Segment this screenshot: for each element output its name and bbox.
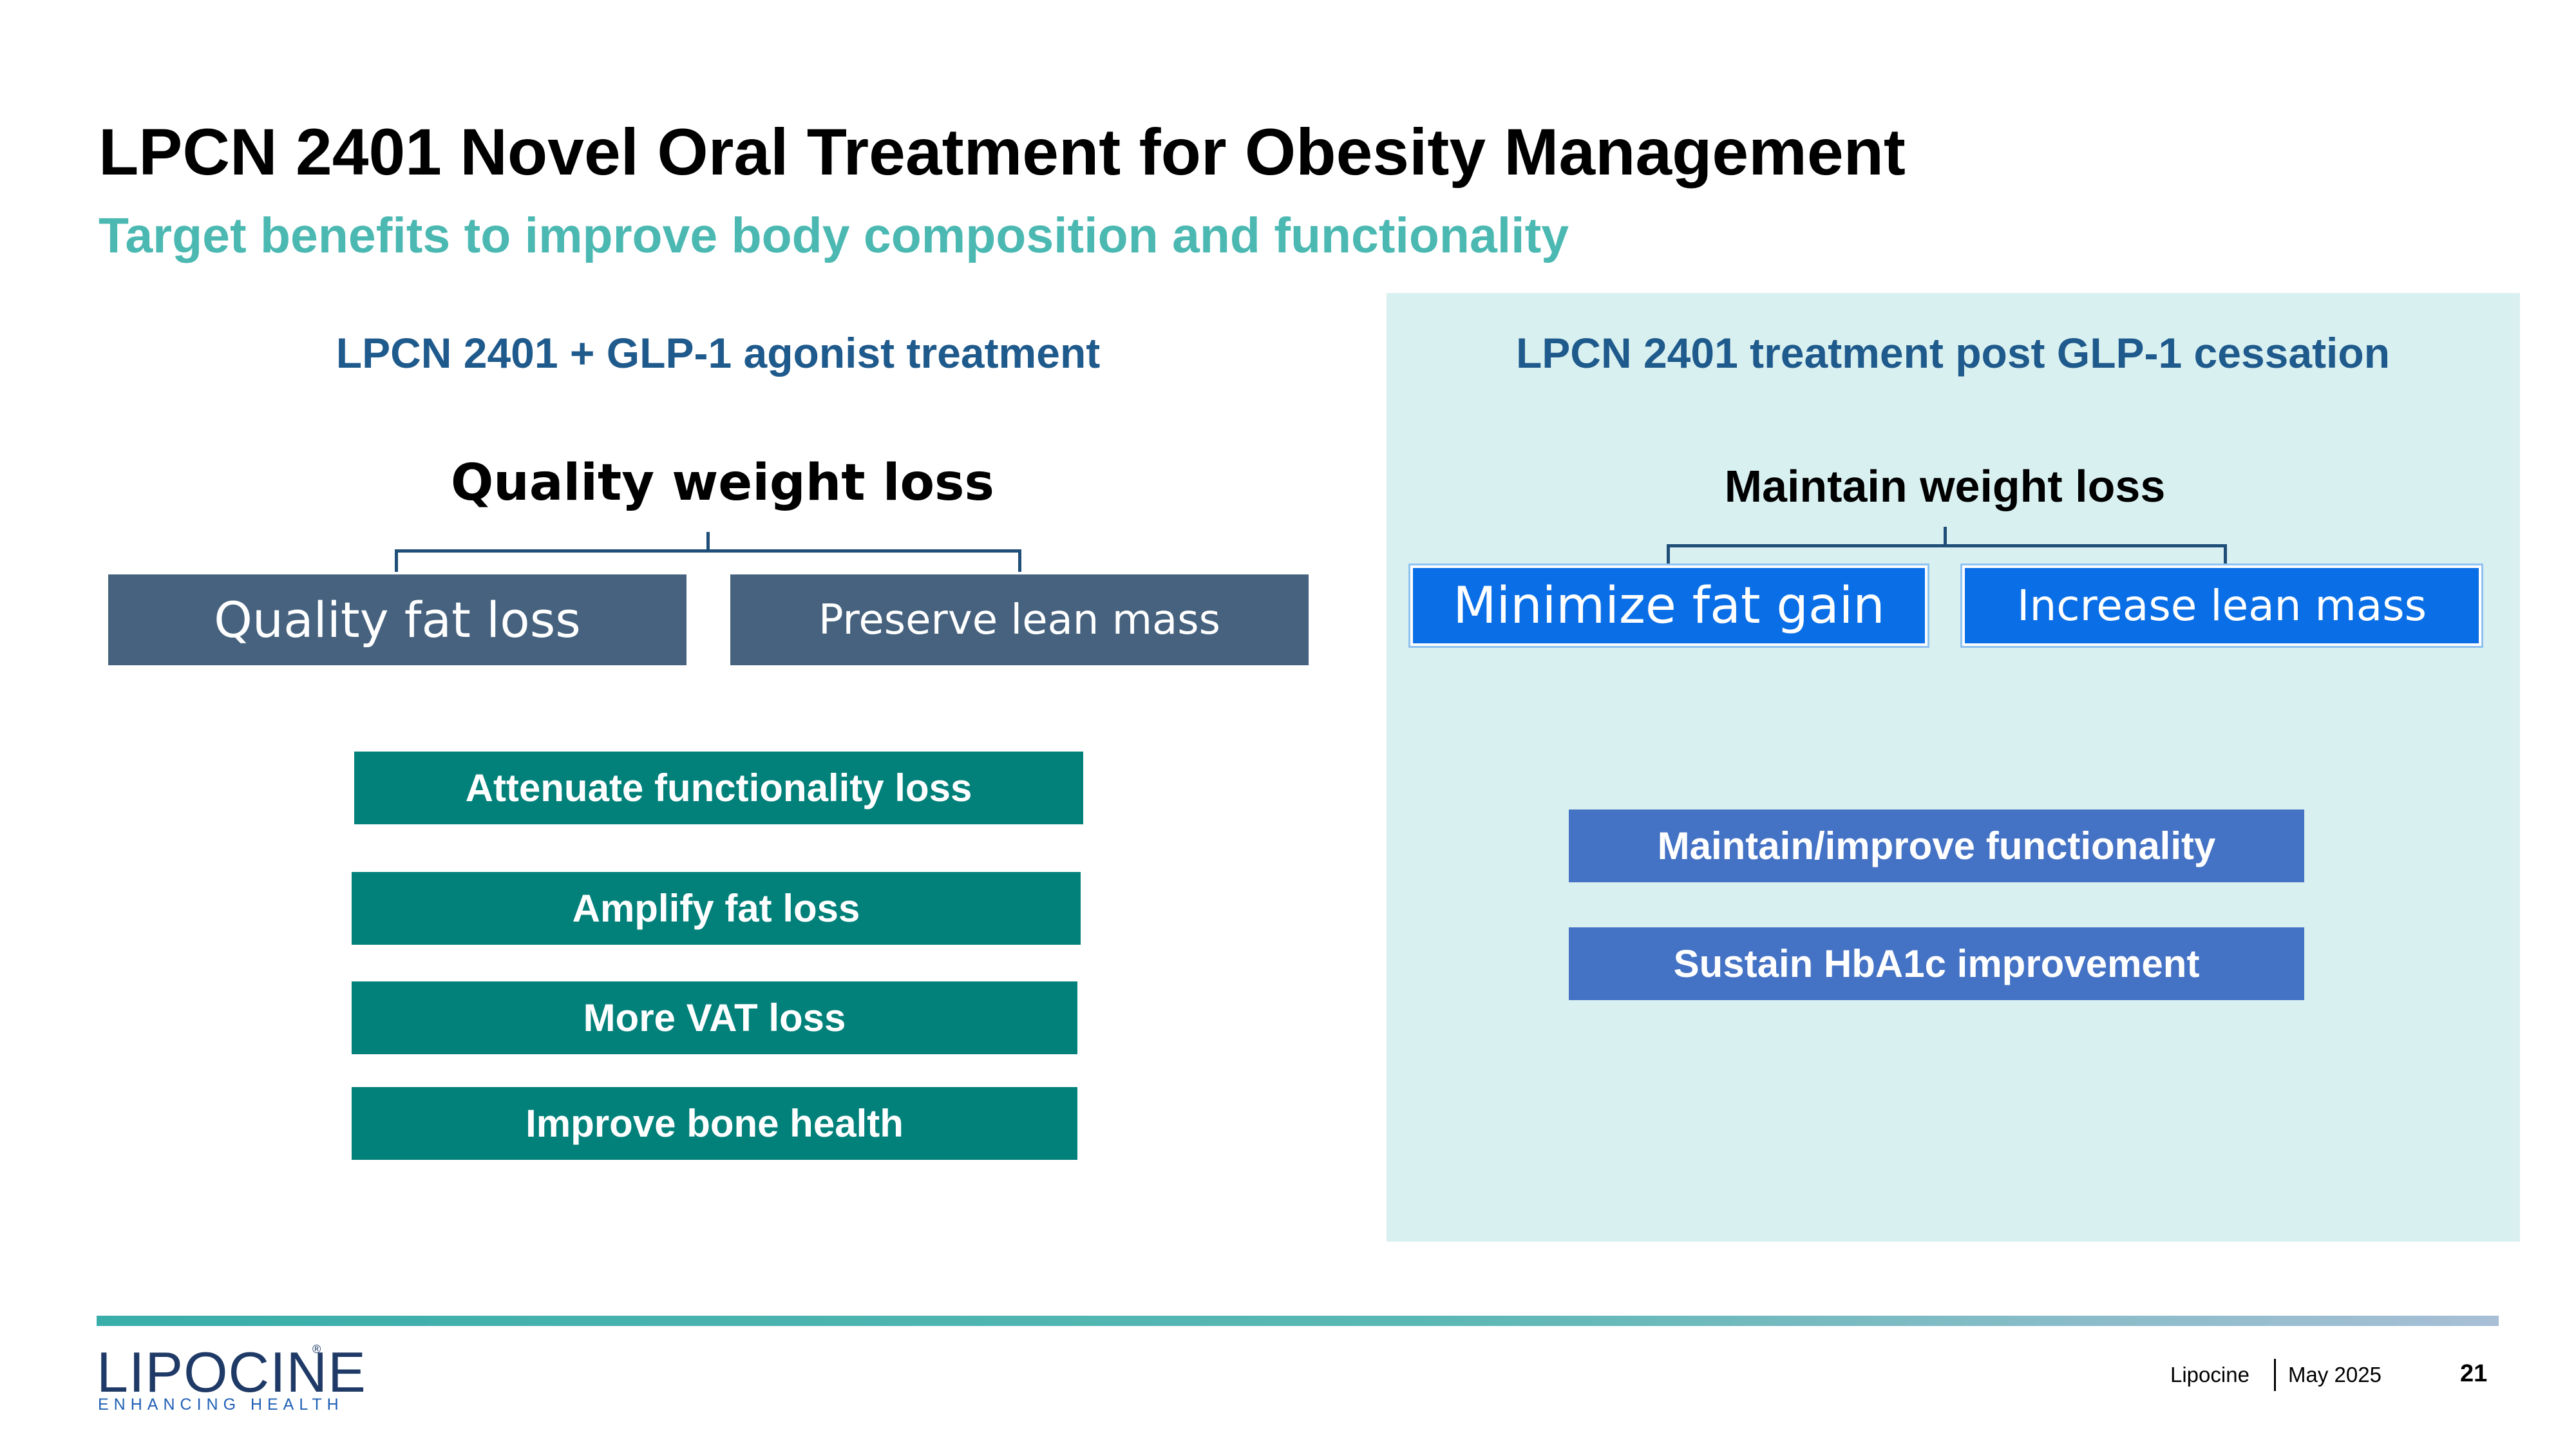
more-vat-loss-box: More VAT loss xyxy=(352,981,1077,1054)
right-goal-heading: Maintain weight loss xyxy=(1724,461,2166,511)
right-connector-left-drop xyxy=(1667,544,1670,564)
logo-tagline: ENHANCING HEALTH xyxy=(98,1396,344,1414)
increase-lean-mass-box: Increase lean mass xyxy=(1960,564,2483,648)
right-connector-stem xyxy=(1944,527,1947,546)
sustain-hba1c-improvement-box: Sustain HbA1c improvement xyxy=(1569,927,2304,1000)
improve-bone-health-box: Improve bone health xyxy=(352,1087,1077,1160)
footer-company: Lipocine xyxy=(2170,1363,2249,1387)
page-number: 21 xyxy=(2460,1360,2488,1387)
left-connector-right-drop xyxy=(1018,549,1021,572)
left-connector-bar xyxy=(395,549,1021,553)
maintain-improve-functionality-box: Maintain/improve functionality xyxy=(1569,810,2304,882)
right-connector-right-drop xyxy=(2224,544,2227,564)
left-goal-heading: Quality weight loss xyxy=(451,454,994,512)
preserve-lean-mass-box: Preserve lean mass xyxy=(730,574,1309,665)
slide-title: LPCN 2401 Novel Oral Treatment for Obesi… xyxy=(99,115,1906,189)
logo-registered-mark: ® xyxy=(312,1343,321,1356)
quality-fat-loss-box: Quality fat loss xyxy=(108,574,687,665)
left-connector-stem xyxy=(706,532,710,551)
lipocine-logo: LIPOCINE xyxy=(97,1340,366,1404)
footer-divider-bar xyxy=(97,1316,2499,1326)
footer-date: May 2025 xyxy=(2288,1363,2382,1387)
amplify-fat-loss-box: Amplify fat loss xyxy=(352,872,1081,945)
right-panel-background xyxy=(1387,293,2520,1242)
attenuate-functionality-loss-box: Attenuate functionality loss xyxy=(354,752,1083,824)
right-section-heading: LPCN 2401 treatment post GLP-1 cessation xyxy=(1515,329,2391,377)
minimize-fat-gain-box: Minimize fat gain xyxy=(1408,564,1929,648)
left-connector-left-drop xyxy=(395,549,398,572)
slide-subtitle: Target benefits to improve body composit… xyxy=(99,208,1569,263)
left-section-heading: LPCN 2401 + GLP-1 agonist treatment xyxy=(336,329,1101,377)
right-connector-bar xyxy=(1667,544,2227,547)
footer-separator xyxy=(2274,1359,2276,1391)
